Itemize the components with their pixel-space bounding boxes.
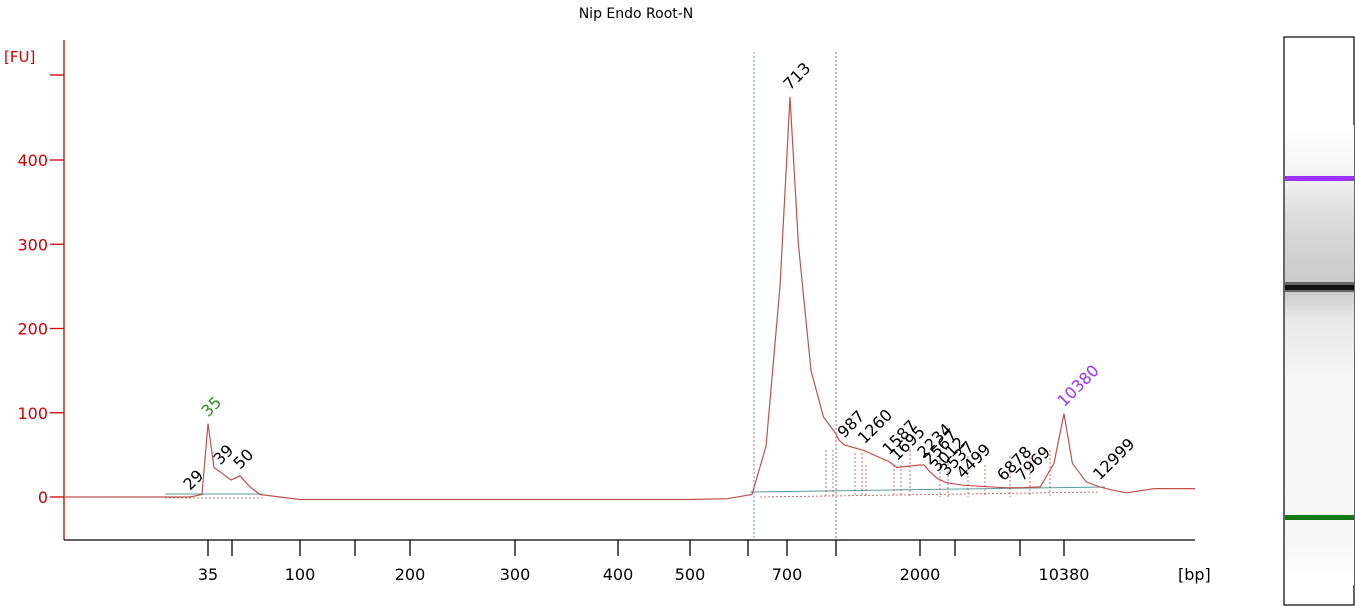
x-axis-label: [bp] [1178, 565, 1211, 584]
chart-title: Nip Endo Root-N [578, 6, 694, 22]
y-tick-label: 300 [17, 235, 48, 254]
x-tick-label: 400 [603, 565, 634, 584]
y-axis-label: [FU] [4, 48, 35, 66]
y-tick-label: 100 [17, 404, 48, 423]
peak-label: 35 [197, 393, 225, 421]
peak-boundary [759, 491, 1101, 498]
peak-label: 713 [779, 59, 814, 94]
gel-band [1285, 285, 1354, 290]
peak-label: 29 [179, 466, 207, 494]
peak-label: 12999 [1089, 434, 1138, 483]
x-tick-label: 35 [198, 565, 218, 584]
baseline-segment [749, 486, 1106, 493]
x-tick-label: 300 [500, 565, 531, 584]
y-tick-label: 0 [38, 488, 48, 507]
x-tick-label: 200 [395, 565, 426, 584]
y-tick-label: 400 [17, 151, 48, 170]
x-tick-label: 100 [285, 565, 316, 584]
x-tick-label: 2000 [900, 565, 941, 584]
gel-lane [1283, 36, 1355, 606]
gel-smear [1285, 125, 1354, 585]
gel-band [1285, 176, 1354, 181]
x-tick-label: 700 [772, 565, 803, 584]
peak-label: 10380 [1053, 361, 1102, 410]
peak-label: 50 [229, 445, 257, 473]
plot-layer: [FU] 0 100 200 300 400 [bp] 35 100 200 300 400 500 70… [4, 40, 1211, 584]
x-tick-label: 10380 [1039, 565, 1090, 584]
signal-trace [64, 96, 1195, 501]
gel-band [1285, 515, 1354, 520]
y-tick-label: 200 [17, 320, 48, 339]
x-tick-label: 500 [675, 565, 706, 584]
